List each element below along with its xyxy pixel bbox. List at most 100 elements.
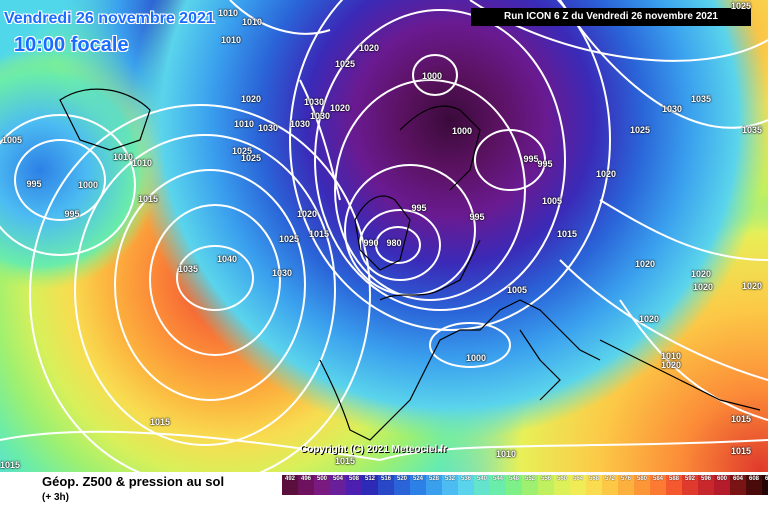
isobar-label: 1015 [556,229,578,239]
scale-value: 604 [732,476,743,482]
scale-value: 564 [572,476,583,482]
scale-cell: 604 [730,475,746,495]
scale-cell: 592 [682,475,698,495]
isobar-label: 1020 [660,360,682,370]
isobar-label: 1030 [289,119,311,129]
scale-value: 592 [684,476,695,482]
scale-cell: 588 [666,475,682,495]
isobar-label: 1030 [257,123,279,133]
isobar-label: 1025 [278,234,300,244]
scale-value: 544 [492,476,503,482]
scale-value: 508 [348,476,359,482]
scale-value: 524 [412,476,423,482]
scale-cell: 536 [458,475,474,495]
isobar-label: 1030 [271,268,293,278]
isobar-label: 1015 [308,229,330,239]
scale-value: 500 [316,476,327,482]
isobar-label: 1015 [149,417,171,427]
scale-value: 528 [428,476,439,482]
scale-value: 608 [748,476,759,482]
isobar-label: 1020 [690,269,712,279]
isobar-label: 995 [64,209,80,219]
scale-value: 576 [620,476,631,482]
isobar-label: 1000 [421,71,443,81]
scale-value: 536 [460,476,471,482]
scale-cell: 600 [714,475,730,495]
isobar-label: 995 [26,179,42,189]
scale-cell: 508 [346,475,362,495]
geopotential-map [0,0,768,472]
isobar-label: 1005 [506,285,528,295]
scale-value: 556 [540,476,551,482]
isobar-label: 995 [537,159,553,169]
isobar-label: 1005 [1,135,23,145]
isobar-label: 995 [469,212,485,222]
scale-cell: 520 [394,475,410,495]
isobar-label: 1025 [240,153,262,163]
scale-cell: 544 [490,475,506,495]
isobar-label: 1005 [541,196,563,206]
scale-cell: 524 [410,475,426,495]
scale-cell: 496 [298,475,314,495]
scale-value: 580 [636,476,647,482]
scale-value: 596 [700,476,711,482]
isobar-label: 1010 [241,17,263,27]
scale-value: 560 [556,476,567,482]
scale-cell: 492 [282,475,298,495]
scale-value: 520 [396,476,407,482]
date-label: Vendredi 26 novembre 2021 [4,10,215,27]
isobar-label: 1025 [730,1,752,11]
scale-value: 540 [476,476,487,482]
scale-value: 492 [284,476,295,482]
isobar-label: 1000 [77,180,99,190]
scale-cell: 532 [442,475,458,495]
scale-cell: 512 [362,475,378,495]
scale-value: 516 [380,476,391,482]
isobar-label: 1025 [231,146,253,156]
scale-cell: 500 [314,475,330,495]
scale-value: 600 [716,476,727,482]
coastlines [59,88,761,441]
isobar-label: 995 [411,203,427,213]
isobar-label: 1030 [309,111,331,121]
time-label: 10:00 focale [14,34,129,56]
isobar-label: 980 [386,238,402,248]
isobar-label: 1020 [634,259,656,269]
scale-value: 612 [764,476,768,482]
isobar-label: 1010 [112,152,134,162]
isobar-label: 1010 [660,351,682,361]
scale-value: 496 [300,476,311,482]
isobar-label: 1020 [358,43,380,53]
isobar-label: 1010 [131,158,153,168]
scale-cell: 504 [330,475,346,495]
isobar-label: 1020 [595,169,617,179]
isobar-label: 1020 [638,314,660,324]
isobar-label: 1020 [296,209,318,219]
isobar-label: 990 [363,238,379,248]
scale-cell: 596 [698,475,714,495]
scale-cell: 568 [586,475,602,495]
isobar-label: 1010 [495,449,517,459]
isobar-label: 1015 [137,194,159,204]
isobar-label: 1030 [661,104,683,114]
isobar-lines [0,0,768,472]
isobar-label: 1035 [690,94,712,104]
isobar-label: 1000 [451,126,473,136]
scale-cell: 552 [522,475,538,495]
isobar-label: 1010 [217,8,239,18]
scale-value: 588 [668,476,679,482]
scale-cell: 540 [474,475,490,495]
scale-value: 512 [364,476,375,482]
scale-value: 568 [588,476,599,482]
scale-cell: 560 [554,475,570,495]
isobar-label: 995 [523,154,539,164]
scale-cell: 576 [618,475,634,495]
scale-cell: 528 [426,475,442,495]
isobar-label: 1030 [303,97,325,107]
isobar-label: 1015 [730,414,752,424]
isobar-label: 1020 [329,103,351,113]
scale-cell: 516 [378,475,394,495]
run-info-label: Run ICON 6 Z du Vendredi 26 novembre 202… [471,8,751,26]
scale-cell: 580 [634,475,650,495]
